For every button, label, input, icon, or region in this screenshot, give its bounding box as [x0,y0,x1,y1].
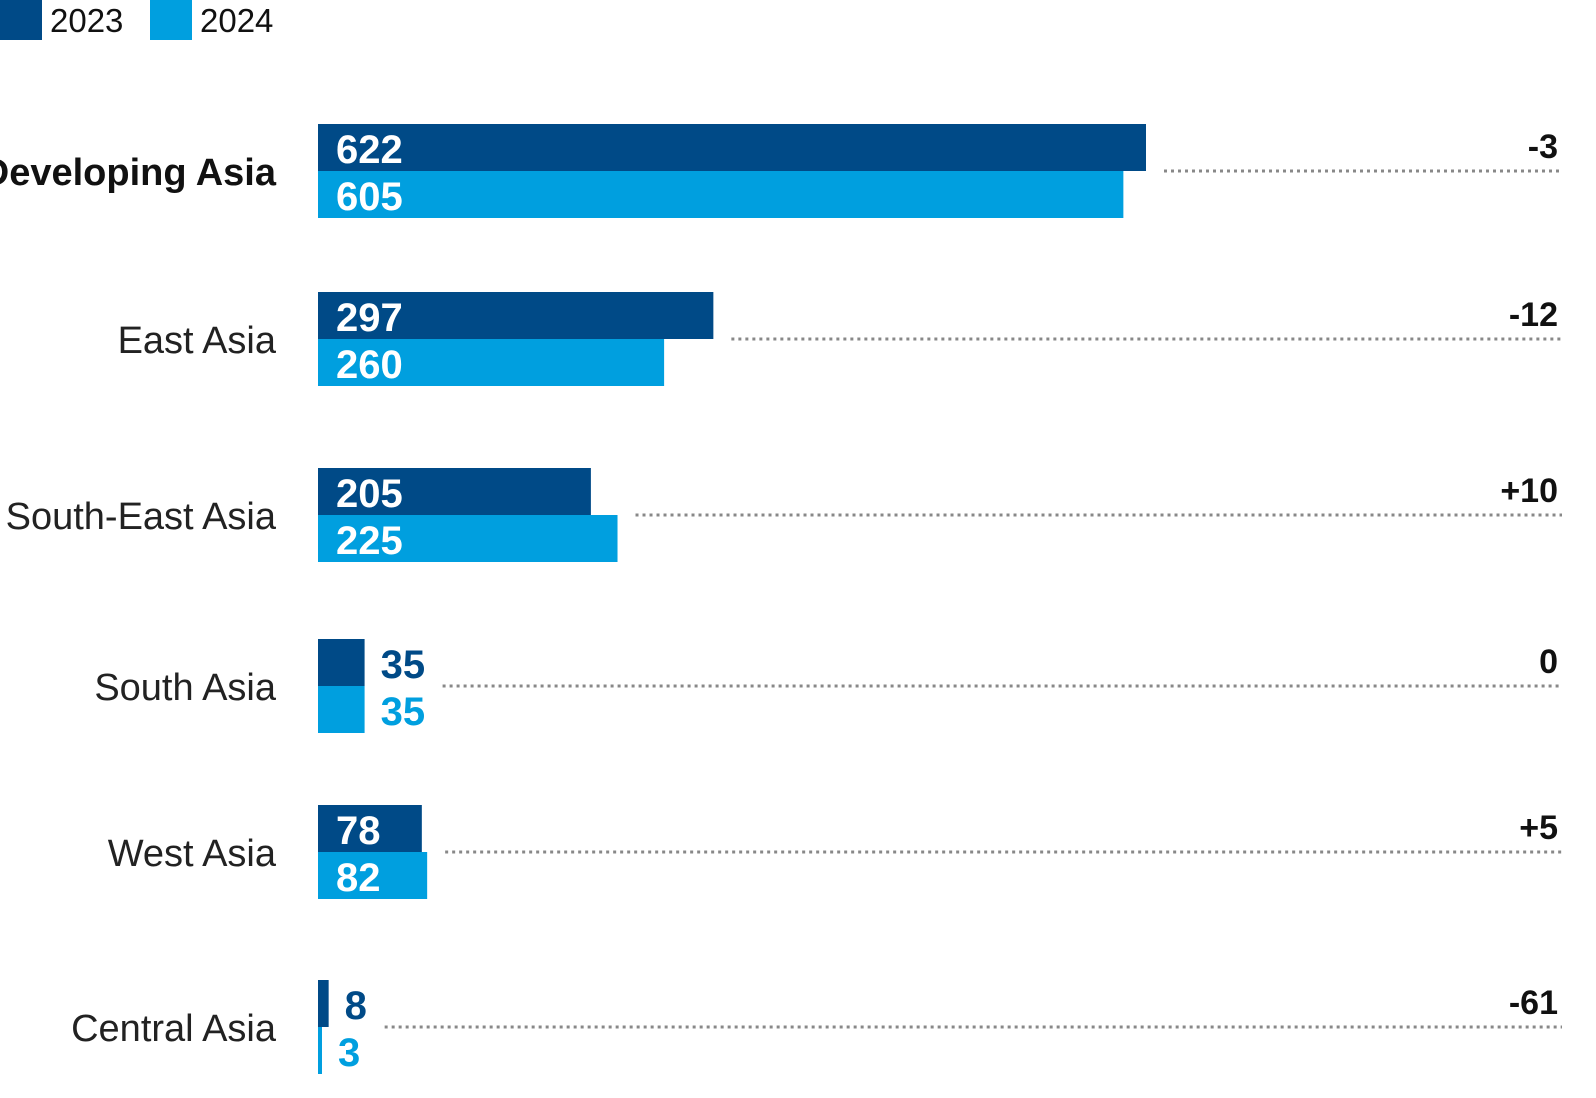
value-label-central-asia-2024: 3 [338,1031,360,1075]
value-label-west-asia-2023: 78 [336,809,381,853]
change-label-west-asia: +5 [1519,809,1558,847]
value-label-east-asia-2023: 297 [336,296,403,340]
legend-label-2023: 2023 [50,2,123,39]
value-label-south-east-asia-2024: 225 [336,519,403,563]
bar-central-asia-2023 [318,980,329,1027]
bar-south-east-asia-2024 [318,515,618,562]
category-label-east-asia: East Asia [118,320,277,362]
change-label-south-east-asia: +10 [1500,472,1558,510]
legend: 2023 2024 [0,0,273,40]
bar-south-asia-2023 [318,639,365,686]
legend-label-2024: 2024 [200,2,273,39]
category-label-developing-asia: Developing Asia [0,152,277,194]
value-label-central-asia-2023: 8 [345,984,367,1028]
bar-west-asia-2023 [318,805,422,852]
value-label-south-asia-2023: 35 [381,643,426,687]
value-label-east-asia-2024: 260 [336,343,403,387]
category-label-south-east-asia: South-East Asia [6,496,277,538]
value-label-developing-asia-2023: 622 [336,128,403,172]
bar-group-central-asia: Central Asia 83 -61 [71,980,1562,1075]
change-label-south-asia: 0 [1539,643,1558,681]
value-label-south-east-asia-2023: 205 [336,472,403,516]
change-label-central-asia: -61 [1509,984,1558,1022]
legend-swatch-2024 [150,0,192,40]
bar-south-asia-2024 [318,686,365,733]
change-label-developing-asia: -3 [1528,128,1558,166]
value-label-south-asia-2024: 35 [381,690,426,734]
bar-developing-asia-2023 [318,124,1146,171]
change-label-east-asia: -12 [1509,296,1558,334]
value-label-developing-asia-2024: 605 [336,175,403,219]
bar-east-asia-2024 [318,339,665,386]
category-label-west-asia: West Asia [108,833,277,875]
category-label-south-asia: South Asia [94,667,277,709]
value-label-west-asia-2024: 82 [336,856,381,900]
bar-central-asia-2024 [318,1027,322,1074]
bar-east-asia-2023 [318,292,714,339]
bar-developing-asia-2024 [318,171,1124,218]
bar-south-east-asia-2023 [318,468,591,515]
bar-west-asia-2024 [318,852,428,899]
category-label-central-asia: Central Asia [71,1008,277,1050]
legend-swatch-2023 [0,0,42,40]
